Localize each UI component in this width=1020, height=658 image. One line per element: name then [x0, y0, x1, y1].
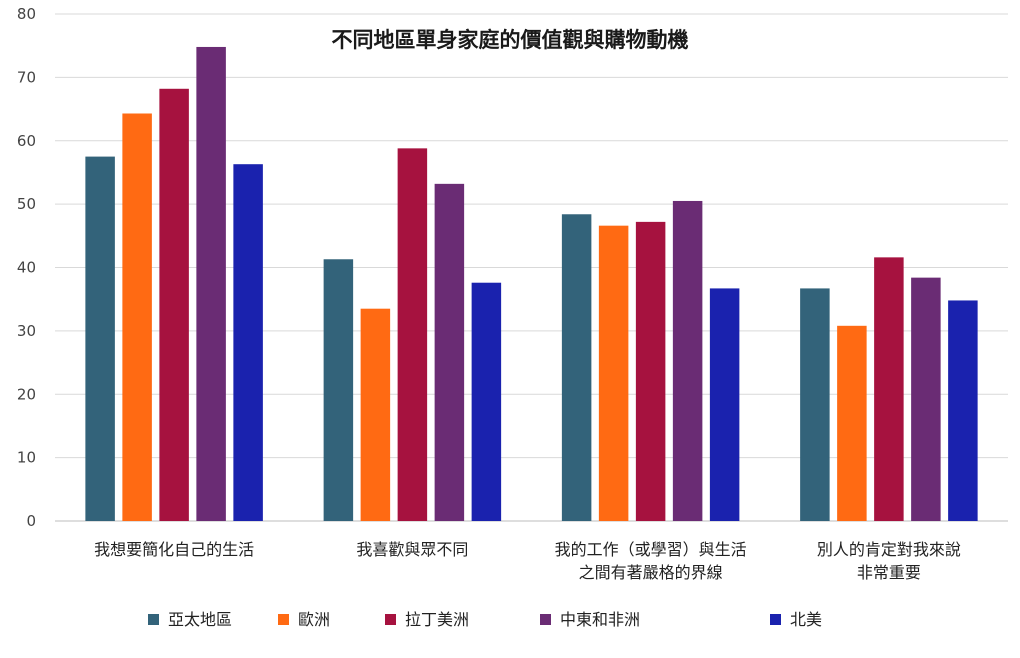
bar [709, 288, 740, 521]
category-label: 非常重要 [857, 563, 921, 582]
bar [598, 225, 629, 522]
y-tick-label: 70 [17, 68, 36, 86]
legend-label: 北美 [790, 610, 822, 629]
category-label: 之間有著嚴格的界線 [579, 563, 723, 582]
y-tick-label: 80 [17, 5, 36, 23]
y-tick-label: 0 [26, 512, 36, 530]
category-label: 我的工作（或學習）與生活 [555, 540, 747, 559]
bar [397, 148, 428, 522]
bars [85, 46, 978, 522]
bar [635, 221, 666, 521]
legend: 亞太地區 歐洲 拉丁美洲 中東和非洲 北美 [148, 610, 822, 629]
bar [122, 113, 152, 521]
legend-label: 歐洲 [298, 610, 330, 629]
bar [561, 214, 592, 521]
category-label: 我想要簡化自己的生活 [94, 540, 254, 559]
bar [159, 88, 189, 521]
bar [323, 259, 354, 521]
y-tick-label: 40 [17, 259, 36, 277]
y-tick-label: 30 [17, 322, 36, 340]
legend-label: 亞太地區 [168, 610, 232, 629]
bar [233, 164, 263, 522]
bar [948, 300, 978, 521]
y-tick-label: 60 [17, 132, 36, 150]
bar [434, 183, 465, 521]
chart-title: 不同地區單身家庭的價值觀與購物動機 [332, 28, 689, 52]
y-tick-label: 50 [17, 195, 36, 213]
bar [800, 288, 830, 521]
category-label: 我喜歡與眾不同 [356, 540, 468, 559]
legend-label: 拉丁美洲 [405, 610, 469, 629]
bar [874, 257, 904, 521]
y-tick-label: 10 [17, 449, 36, 467]
bar [85, 156, 115, 521]
legend-swatch [278, 614, 289, 625]
category-label: 別人的肯定對我來說 [817, 540, 961, 559]
bar [672, 200, 703, 522]
legend-swatch [770, 614, 781, 625]
bar [360, 308, 391, 521]
y-tick-label: 20 [17, 385, 36, 403]
bar [911, 277, 941, 521]
legend-label: 中東和非洲 [560, 610, 640, 629]
bar [196, 46, 226, 521]
legend-swatch [385, 614, 396, 625]
bar [837, 325, 867, 521]
bar [471, 282, 502, 521]
y-axis-ticks: 0 10 20 30 40 50 60 70 80 [17, 5, 36, 530]
legend-swatch [148, 614, 159, 625]
legend-swatch [540, 614, 551, 625]
